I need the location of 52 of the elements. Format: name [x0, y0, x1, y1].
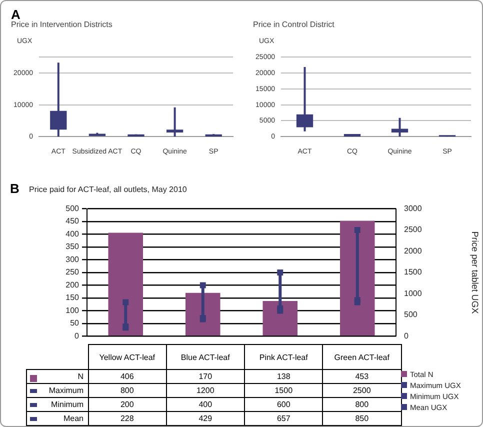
data-label: 657 — [244, 412, 323, 426]
y-tick-label: 400 — [66, 229, 80, 238]
y-tick-label: 450 — [66, 216, 80, 226]
data-label: 138 — [244, 370, 323, 384]
x-tick-label: Yellow ACT-leaf — [88, 344, 166, 370]
chart-title: Price paid for ACT-leaf, all outlets, May 2010 — [29, 185, 187, 194]
y-tick-label: 300 — [66, 254, 80, 264]
y-tick-label: 0 — [74, 331, 80, 340]
y2-tick-label: 3000 — [404, 204, 422, 214]
bar — [262, 301, 298, 336]
y2-tick-label: 1500 — [404, 268, 422, 277]
data-label: 600 — [244, 398, 323, 412]
y2-tick-label: 2500 — [404, 225, 422, 234]
x-tick-label: Blue ACT-leaf — [166, 344, 244, 370]
data-label: 400 — [166, 398, 244, 412]
data-label: 1500 — [244, 384, 323, 398]
chart-title: Price in Control District — [253, 20, 334, 29]
text: B — [10, 181, 20, 196]
y-tick-label: 150 — [66, 293, 80, 302]
text: A — [11, 7, 20, 22]
text: Mean — [26, 412, 88, 426]
data-label: 429 — [166, 412, 244, 426]
y-tick-label: 250 — [66, 268, 80, 277]
data-label: 170 — [166, 370, 244, 384]
x-tick-label: Green ACT-leaf — [322, 344, 401, 370]
data-label: 2500 — [322, 384, 401, 398]
y-tick-label: 350 — [66, 242, 80, 252]
y2-tick-label: 1000 — [404, 288, 422, 298]
y2-tick-label: 500 — [404, 310, 418, 320]
y-tick-label: 500 — [66, 204, 80, 214]
y2-tick-label: 2000 — [404, 246, 422, 256]
x-tick-label: Pink ACT-leaf — [244, 344, 323, 370]
data-label: 1200 — [166, 384, 244, 398]
chart-title: Price in Intervention Districts — [11, 20, 112, 29]
y-tick-label: 200 — [66, 280, 80, 290]
data-label: 800 — [88, 384, 166, 398]
text: Minimum — [26, 398, 88, 412]
y-tick-label: 100 — [66, 306, 80, 315]
data-label: 406 — [88, 370, 166, 384]
bar — [185, 292, 220, 336]
y2-axis-title: Price per tablet UGX — [470, 231, 480, 314]
data-label: 800 — [322, 398, 401, 412]
y2-tick-label: 0 — [404, 331, 409, 340]
text: N — [26, 370, 88, 384]
bar — [340, 220, 375, 336]
data-label: 228 — [88, 412, 166, 426]
text: Maximum — [26, 384, 88, 398]
data-label: 200 — [88, 398, 166, 412]
data-label: 453 — [322, 370, 401, 384]
data-label: 850 — [322, 412, 401, 426]
bar — [108, 232, 144, 336]
y-tick-label: 50 — [70, 318, 80, 328]
